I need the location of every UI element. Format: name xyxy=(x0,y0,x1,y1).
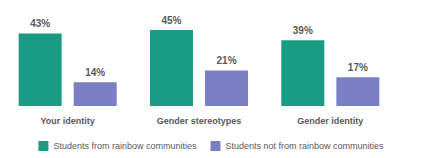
svg-text:Gender identity: Gender identity xyxy=(297,116,363,126)
svg-text:45%: 45% xyxy=(161,15,181,26)
svg-text:21%: 21% xyxy=(217,55,237,66)
svg-text:39%: 39% xyxy=(293,25,313,36)
svg-text:17%: 17% xyxy=(348,62,368,73)
svg-text:43%: 43% xyxy=(30,18,50,29)
svg-text:Students not from rainbow comm: Students not from rainbow communities xyxy=(225,141,384,151)
svg-text:Students from rainbow communit: Students from rainbow communities xyxy=(53,141,197,151)
svg-text:Gender stereotypes: Gender stereotypes xyxy=(157,116,242,126)
svg-text:Your identity: Your identity xyxy=(40,116,94,126)
svg-text:14%: 14% xyxy=(85,67,105,78)
